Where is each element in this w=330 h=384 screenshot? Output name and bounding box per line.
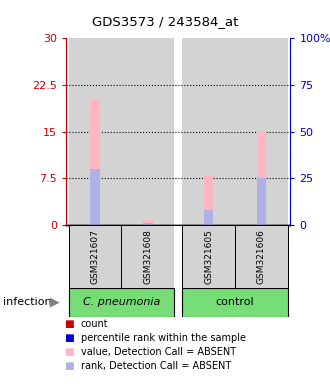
Bar xyxy=(182,38,235,225)
Bar xyxy=(235,38,288,225)
Text: GSM321607: GSM321607 xyxy=(90,229,100,284)
Bar xyxy=(69,288,174,317)
Bar xyxy=(174,225,182,288)
Bar xyxy=(69,38,121,225)
Text: control: control xyxy=(215,297,254,308)
Bar xyxy=(204,210,213,225)
Bar xyxy=(90,101,100,225)
Bar xyxy=(182,288,288,317)
Bar xyxy=(121,38,174,225)
Bar xyxy=(90,169,100,225)
Bar xyxy=(235,225,288,288)
Bar xyxy=(182,225,235,288)
Text: GSM321606: GSM321606 xyxy=(257,229,266,284)
Text: ■: ■ xyxy=(64,333,74,343)
Bar xyxy=(204,175,213,225)
Bar xyxy=(257,131,266,225)
Bar xyxy=(69,225,121,288)
Text: ■: ■ xyxy=(64,361,74,371)
Text: ▶: ▶ xyxy=(50,296,59,309)
Bar xyxy=(121,225,174,288)
Text: rank, Detection Call = ABSENT: rank, Detection Call = ABSENT xyxy=(81,361,231,371)
Text: GSM321608: GSM321608 xyxy=(143,229,152,284)
Text: GDS3573 / 243584_at: GDS3573 / 243584_at xyxy=(92,15,238,28)
Text: C. pneumonia: C. pneumonia xyxy=(83,297,160,308)
Text: GSM321605: GSM321605 xyxy=(204,229,213,284)
Text: ■: ■ xyxy=(64,347,74,357)
Bar xyxy=(257,178,266,225)
Text: percentile rank within the sample: percentile rank within the sample xyxy=(81,333,246,343)
Bar xyxy=(143,220,152,225)
Text: ■: ■ xyxy=(64,319,74,329)
Text: count: count xyxy=(81,319,109,329)
Bar xyxy=(143,223,152,225)
Bar xyxy=(174,38,182,225)
Text: infection: infection xyxy=(3,297,52,307)
Text: value, Detection Call = ABSENT: value, Detection Call = ABSENT xyxy=(81,347,236,357)
